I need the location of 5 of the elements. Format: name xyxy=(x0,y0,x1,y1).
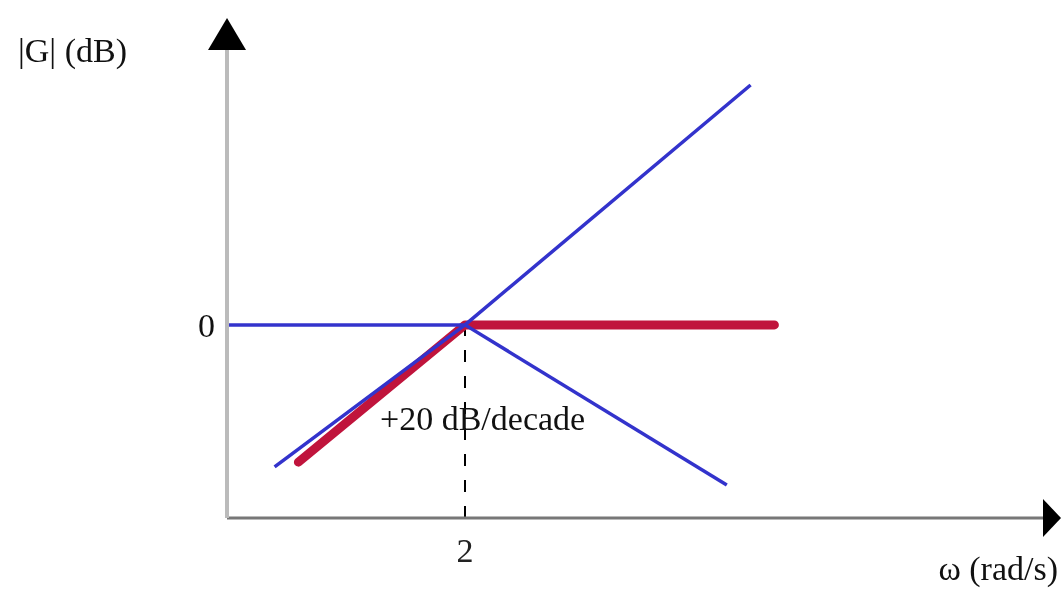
text: 0 xyxy=(198,307,215,344)
annotation: +20 dB/decade xyxy=(380,400,586,437)
y-axis-title: |G| (dB) xyxy=(18,32,127,70)
text: 2 xyxy=(456,532,474,569)
x-axis-title: ω (rad/s) xyxy=(938,550,1058,588)
